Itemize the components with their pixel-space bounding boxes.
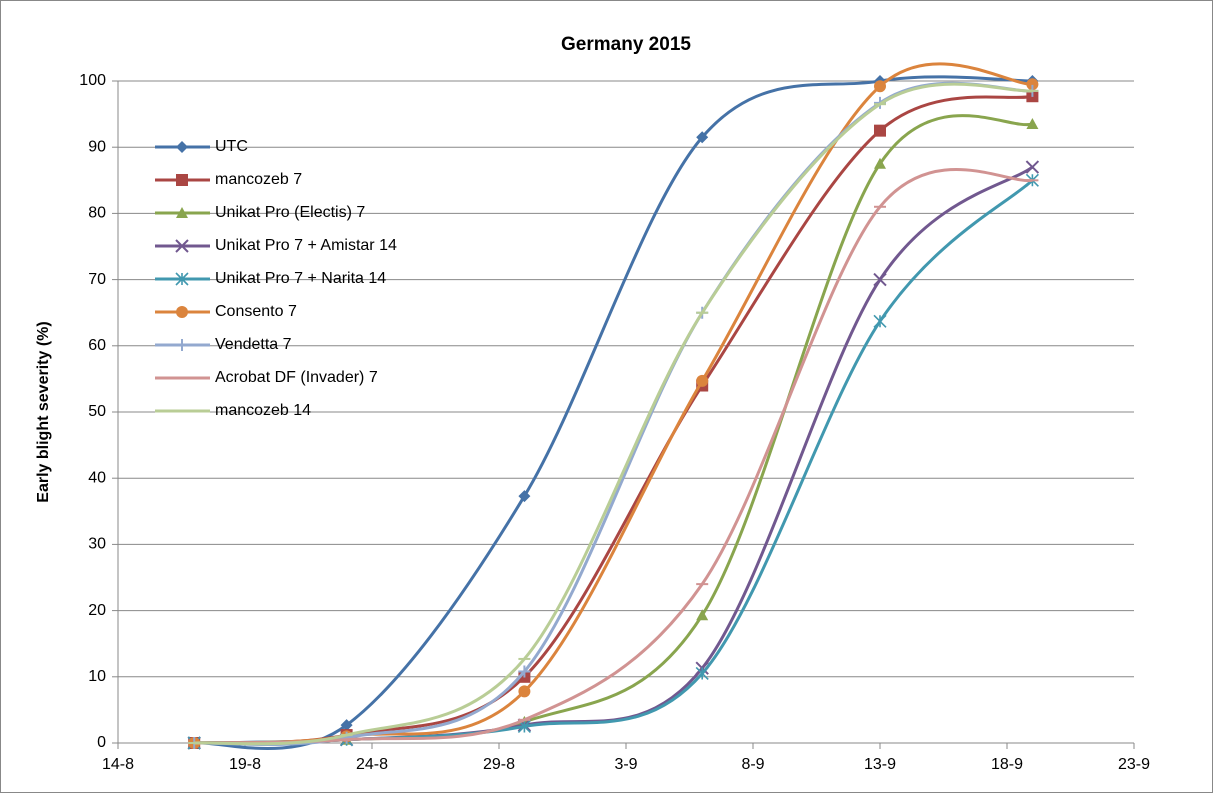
y-tick-label: 60 xyxy=(88,337,106,354)
marker xyxy=(874,80,886,93)
marker xyxy=(874,124,886,137)
y-tick-label: 70 xyxy=(88,271,106,288)
marker xyxy=(518,685,531,698)
marker xyxy=(176,141,188,153)
x-tick-label: 14-8 xyxy=(102,756,134,773)
x-tick-label: 8-9 xyxy=(741,756,764,773)
x-tick-label: 23-9 xyxy=(1118,756,1150,773)
y-tick-label: 90 xyxy=(88,138,106,155)
legend-label: Unikat Pro 7 + Amistar 14 xyxy=(215,237,397,254)
marker xyxy=(1025,160,1040,174)
marker xyxy=(176,207,188,218)
marker xyxy=(695,666,709,681)
marker xyxy=(176,306,188,318)
x-tick-label: 29-8 xyxy=(483,756,515,773)
legend-label: mancozeb 14 xyxy=(215,402,311,419)
marker xyxy=(518,490,531,503)
x-tick-label: 3-9 xyxy=(614,756,637,773)
x-tick-label: 13-9 xyxy=(864,756,896,773)
y-tick-label: 30 xyxy=(88,536,106,553)
marker xyxy=(696,374,709,387)
x-tick-label: 19-8 xyxy=(229,756,261,773)
legend-label: Vendetta 7 xyxy=(215,336,292,353)
y-tick-label: 0 xyxy=(97,734,106,751)
y-tick-label: 80 xyxy=(88,205,106,222)
legend-label: UTC xyxy=(215,138,248,155)
marker xyxy=(874,157,886,169)
y-axis-label: Early blight severity (%) xyxy=(35,321,52,502)
x-tick-label: 18-9 xyxy=(991,756,1023,773)
y-tick-label: 20 xyxy=(88,602,106,619)
legend-label: mancozeb 7 xyxy=(215,171,302,188)
legend-label: Acrobat DF (Invader) 7 xyxy=(215,369,378,386)
marker xyxy=(175,239,189,253)
legend-label: Unikat Pro 7 + Narita 14 xyxy=(215,270,386,287)
legend-label: Unikat Pro (Electis) 7 xyxy=(215,204,365,221)
marker xyxy=(873,272,887,287)
y-tick-label: 10 xyxy=(88,668,106,685)
x-tick-label: 24-8 xyxy=(356,756,388,773)
marker xyxy=(696,131,709,144)
legend-label: Consento 7 xyxy=(215,303,297,320)
chart-title: Germany 2015 xyxy=(561,34,691,55)
marker xyxy=(873,314,887,328)
marker xyxy=(176,339,188,351)
marker xyxy=(696,609,709,621)
marker xyxy=(518,665,531,678)
y-tick-label: 50 xyxy=(88,403,106,420)
marker xyxy=(176,174,188,186)
marker xyxy=(340,719,353,732)
marker xyxy=(1026,78,1039,91)
marker xyxy=(1026,118,1039,130)
y-tick-label: 100 xyxy=(79,72,106,89)
marker xyxy=(175,272,189,286)
y-tick-label: 40 xyxy=(88,469,106,486)
